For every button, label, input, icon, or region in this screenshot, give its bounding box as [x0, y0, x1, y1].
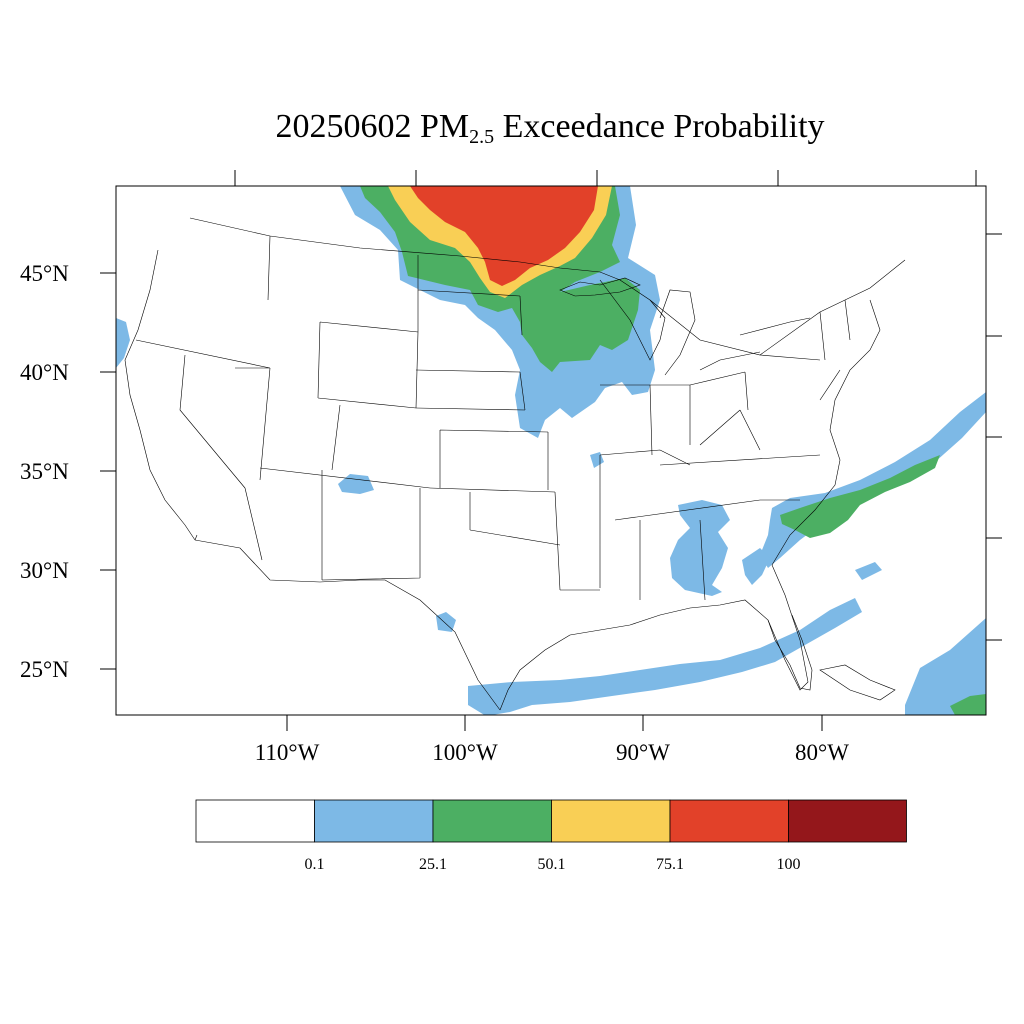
colorbar: [195, 799, 907, 843]
patch-caribbean-light: [905, 618, 986, 715]
colorbar-label: 75.1: [656, 856, 684, 873]
lon-label: 110°W: [255, 740, 320, 765]
lon-label: 90°W: [616, 740, 670, 765]
plume-southeast-green: [780, 455, 940, 538]
west-coast: [124, 249, 196, 541]
patch-texas-light: [436, 612, 456, 632]
patch-newmexico-light: [338, 474, 374, 494]
title-pollutant-subscript: 2.5: [469, 126, 495, 148]
colorbar-label: 0.1: [305, 856, 325, 873]
lat-label: 35°N: [20, 459, 69, 484]
lat-label: 45°N: [20, 261, 69, 286]
cuba-outline: [819, 664, 896, 701]
florida-peninsula: [767, 614, 813, 691]
us-canada-border: [189, 217, 906, 356]
political-boundaries: [124, 217, 906, 711]
colorbar-box: [314, 799, 434, 843]
probability-fields: [116, 186, 986, 715]
plume-north-red: [410, 186, 598, 286]
colorbar-labels: 0.1 25.1 50.1 75.1 100: [305, 856, 801, 873]
patch-arkansas-light: [590, 452, 604, 468]
colorbar-box: [195, 799, 315, 843]
east-coast: [771, 299, 881, 566]
mexico-border: [194, 539, 501, 711]
lon-label: 100°W: [432, 740, 498, 765]
colorbar-label: 100: [777, 856, 801, 873]
lat-label: 25°N: [20, 657, 69, 682]
plume-gulf-light: [468, 598, 862, 715]
axis-ticks: [100, 170, 1002, 731]
lat-label: 40°N: [20, 360, 69, 385]
patch-florida-light: [742, 548, 770, 585]
title-suffix: Exceedance Probability: [502, 108, 825, 145]
gulf-coast: [499, 564, 809, 711]
plume-southeast-light: [760, 392, 986, 568]
patch-bahamas-light: [855, 562, 882, 580]
longitude-labels: 110°W 100°W 90°W 80°W: [255, 740, 850, 765]
state-lines-west: [135, 235, 431, 581]
state-lines-east: [599, 299, 851, 601]
map-frame: [115, 185, 987, 716]
state-lines-central: [415, 289, 601, 591]
colorbar-box: [788, 799, 907, 843]
latitude-labels: 45°N 40°N 35°N 30°N 25°N: [20, 261, 69, 682]
title-date: 20250602: [275, 108, 412, 145]
colorbar-label: 50.1: [538, 856, 566, 873]
patch-oregon-light: [116, 318, 130, 368]
colorbar-box: [551, 799, 671, 843]
colorbar-label: 25.1: [419, 856, 447, 873]
colorbar-box: [669, 799, 789, 843]
map-title: 20250602 PM2.5 Exceedance Probability: [0, 108, 1024, 149]
lat-label: 30°N: [20, 558, 69, 583]
lon-label: 80°W: [795, 740, 849, 765]
patch-georgia-light: [670, 500, 730, 596]
lake-superior: [559, 277, 641, 297]
patch-caribbean-green: [950, 694, 986, 715]
title-pollutant: PM2.5: [419, 108, 495, 148]
colorbar-box: [432, 799, 552, 843]
great-lakes: [599, 279, 811, 376]
